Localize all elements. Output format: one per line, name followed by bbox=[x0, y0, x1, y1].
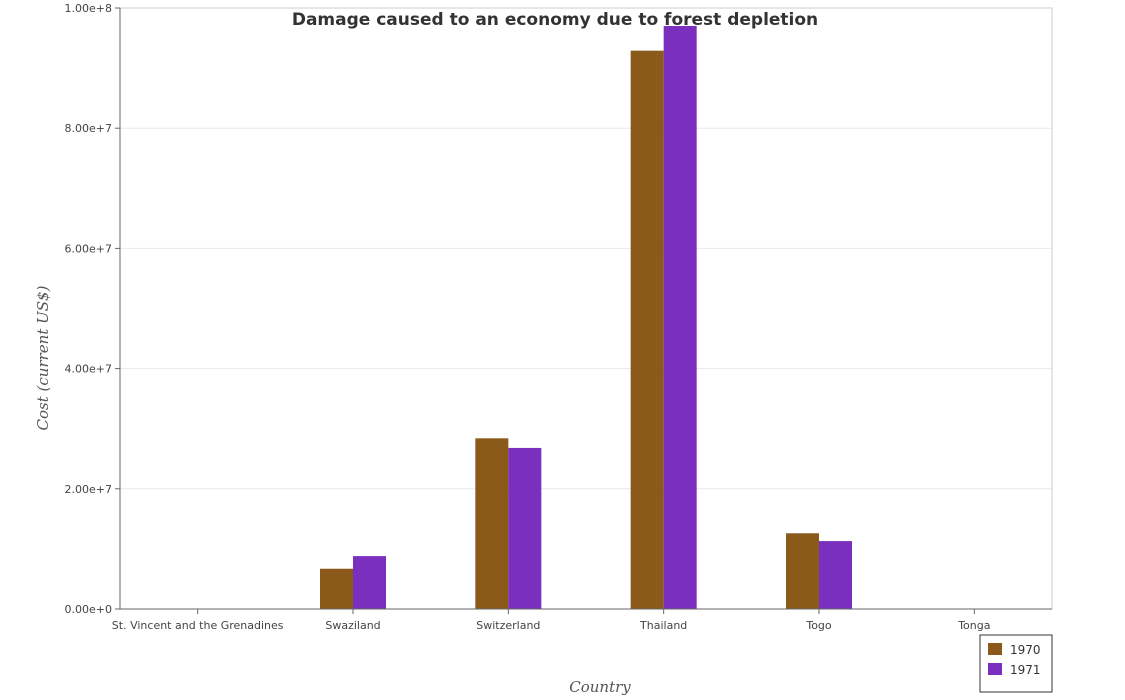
x-tick-label: Togo bbox=[805, 619, 832, 632]
y-tick-label: 4.00e+7 bbox=[65, 363, 112, 376]
plot-border bbox=[119, 7, 1053, 610]
bar-1970-switzerland bbox=[475, 438, 509, 609]
bar-1971-switzerland bbox=[508, 447, 542, 609]
y-axis: 0.00e+0 2.00e+7 4.00e+7 6.00e+7 8.00e+7 1.00e… bbox=[65, 2, 120, 616]
legend: 1970 1971 bbox=[979, 634, 1053, 693]
bar-1970-togo bbox=[786, 533, 819, 609]
x-tick-label: St. Vincent and the Grenadines bbox=[112, 619, 284, 632]
bar-1971-togo bbox=[819, 541, 852, 609]
legend-swatch-1970 bbox=[988, 643, 1002, 655]
legend-label-1971: 1971 bbox=[1010, 663, 1041, 677]
x-axis-label: Country bbox=[569, 678, 631, 696]
x-tick-label: Thailand bbox=[639, 619, 687, 632]
grid bbox=[120, 7, 1052, 614]
y-tick-label: 1.00e+8 bbox=[65, 2, 112, 15]
x-tick-label: Tonga bbox=[957, 619, 990, 632]
bar-1971-swaziland bbox=[353, 556, 386, 609]
bar-1971-thailand bbox=[663, 26, 697, 609]
bar-1970-swaziland bbox=[320, 568, 353, 609]
y-tick-label: 2.00e+7 bbox=[65, 483, 112, 496]
x-tick-label: Switzerland bbox=[476, 619, 540, 632]
chart-title: Damage caused to an economy due to fores… bbox=[292, 10, 818, 30]
y-tick-label: 6.00e+7 bbox=[65, 242, 112, 255]
plot-frame bbox=[119, 7, 1053, 610]
y-tick-label: 8.00e+7 bbox=[65, 122, 112, 135]
y-axis-label: Cost (current US$) bbox=[34, 285, 52, 430]
y-tick-label: 0.00e+0 bbox=[65, 603, 112, 616]
x-tick-label: Swaziland bbox=[325, 619, 380, 632]
x-axis: St. Vincent and the Grenadines Swaziland S… bbox=[112, 619, 991, 632]
legend-label-1970: 1970 bbox=[1010, 643, 1041, 657]
bars bbox=[164, 26, 1008, 609]
bar-1970-thailand bbox=[630, 50, 664, 609]
legend-swatch-1971 bbox=[988, 663, 1002, 675]
